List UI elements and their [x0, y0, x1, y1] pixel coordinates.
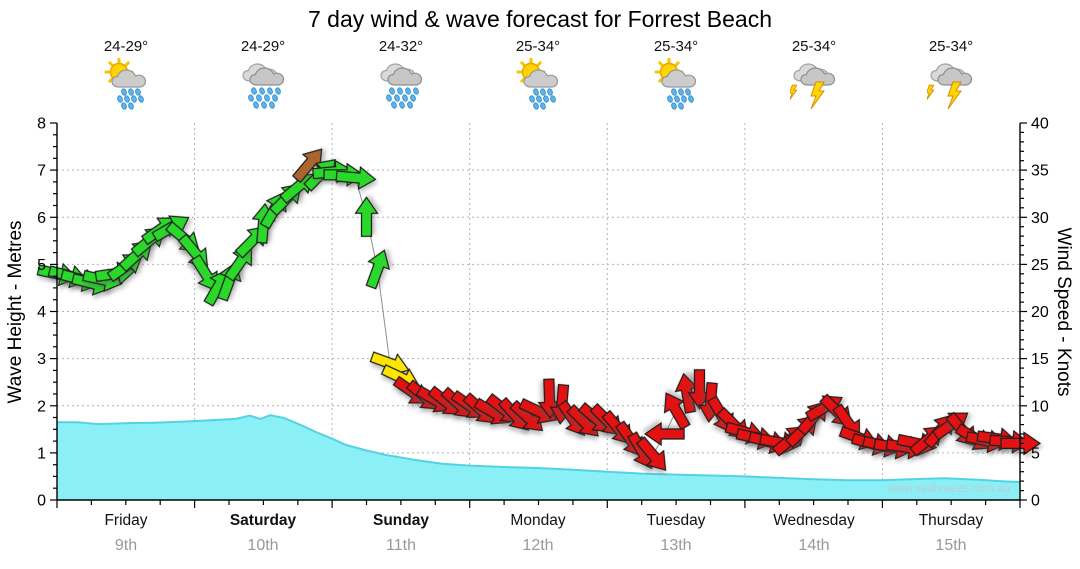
wave-axis-tick-label: 0 — [37, 493, 46, 510]
day-name: Friday — [104, 512, 148, 529]
temperature-range: 25-34° — [791, 38, 837, 55]
wave-axis-tick-label: 7 — [37, 163, 46, 180]
wind-arrow — [644, 421, 685, 447]
wind-axis-tick-label: 0 — [1031, 493, 1040, 510]
temperature-range: 24-32° — [378, 38, 424, 55]
temperature-range: 24-29° — [103, 38, 149, 55]
wind-arrow — [335, 165, 377, 191]
x-axis-label-wednesday: Wednesday 14th — [745, 512, 883, 555]
wind-axis-tick-label: 20 — [1031, 304, 1049, 321]
temperature-range: 24-29° — [240, 38, 286, 55]
day-name: Tuesday — [646, 512, 706, 529]
day-name: Saturday — [229, 512, 297, 529]
wind-axis-tick-label: 35 — [1031, 163, 1049, 180]
wind-arrow — [635, 436, 667, 471]
day-header-monday: 25-34° — [469, 38, 607, 112]
wave-axis-tick-label: 4 — [37, 304, 46, 321]
day-header-saturday: 24-29° — [194, 38, 332, 112]
day-date: 9th — [114, 537, 138, 554]
day-date: 11th — [386, 537, 416, 554]
x-axis-label-friday: Friday 9th — [57, 512, 195, 555]
wave-axis-tick-label: 8 — [37, 116, 46, 133]
x-axis-label-saturday: Saturday 10th — [194, 512, 332, 555]
day-header-friday: 24-29° — [57, 38, 195, 112]
wave-axis-tick-label: 5 — [37, 257, 46, 274]
day-name: Sunday — [373, 512, 429, 529]
wind-arrow — [663, 392, 691, 431]
day-header-thursday: 25-34° — [882, 38, 1020, 112]
wind-axis-tick-label: 30 — [1031, 210, 1049, 227]
wave-axis-tick-label: 2 — [37, 398, 46, 415]
temperature-range: 25-34° — [515, 38, 561, 55]
day-name: Thursday — [918, 512, 984, 529]
day-date: 12th — [522, 537, 554, 554]
wind-axis-tick-label: 25 — [1031, 257, 1049, 274]
wave-axis-tick-label: 6 — [37, 210, 46, 227]
x-axis-label-tuesday: Tuesday 13th — [607, 512, 745, 555]
wave-axis-tick-label: 3 — [37, 351, 46, 368]
wind-arrow — [291, 148, 323, 184]
wind-axis-tick-label: 10 — [1031, 398, 1049, 415]
wind-arrows — [36, 148, 1042, 471]
day-date: 13th — [660, 537, 692, 554]
wind-arrow — [354, 196, 379, 237]
day-header-tuesday: 25-34° — [607, 38, 745, 112]
day-header-wednesday: 25-34° — [745, 38, 883, 112]
page-title: 7 day wind & wave forecast for Forrest B… — [307, 6, 773, 32]
wind-arrow — [365, 249, 391, 290]
day-date: 10th — [247, 537, 279, 554]
wind-axis-tick-label: 40 — [1031, 116, 1049, 133]
temperature-range: 25-34° — [928, 38, 974, 55]
day-name: Monday — [510, 512, 566, 529]
temperature-range: 25-34° — [653, 38, 699, 55]
wind-arrow — [190, 254, 218, 292]
axes: 0 1 2 3 4 5 6 7 8 0 5 10 15 20 25 30 35 40 — [37, 116, 1049, 510]
wave-height-line — [57, 414, 1021, 484]
wind-axis-tick-label: 5 — [1031, 445, 1040, 462]
x-axis-label-sunday: Sunday 11th — [332, 512, 470, 555]
wind-arrow — [687, 369, 712, 410]
watermark: www.seabreeze.com.au — [887, 483, 1010, 495]
x-axis-label-thursday: Thursday 15th — [882, 512, 1020, 555]
day-date: 15th — [935, 537, 967, 554]
wind-axis-title: Wind Speed - Knots — [1053, 227, 1074, 397]
day-header-sunday: 24-32° — [332, 38, 470, 112]
wave-axis-title: Wave Height - Metres — [5, 220, 26, 404]
wind-axis-tick-label: 15 — [1031, 351, 1049, 368]
day-date: 14th — [798, 537, 830, 554]
wind-arrow — [674, 372, 699, 414]
wave-axis-tick-label: 1 — [37, 445, 46, 462]
x-axis-label-monday: Monday 12th — [469, 512, 607, 555]
day-name: Wednesday — [773, 512, 855, 529]
